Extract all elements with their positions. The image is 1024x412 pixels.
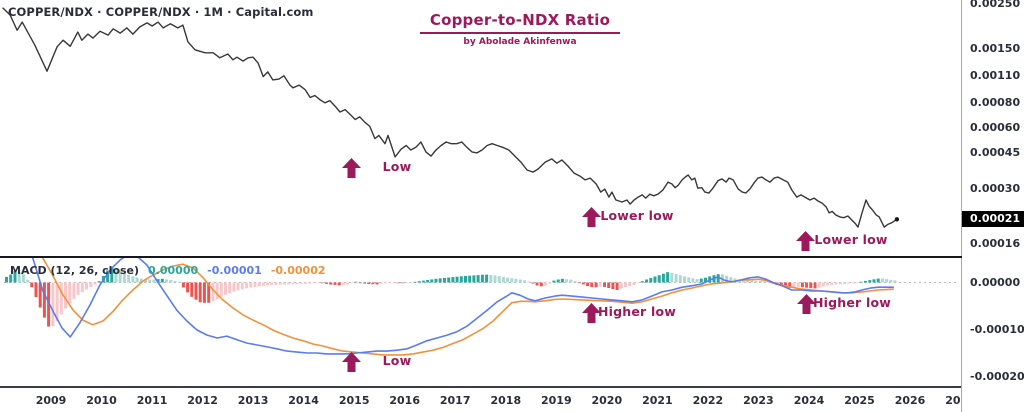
page-title: Copper-to-NDX Ratio bbox=[429, 11, 611, 29]
macd-legend-name[interactable]: MACD (12, 26, close) bbox=[10, 264, 140, 277]
macd-line-value: -0.00001 bbox=[207, 264, 262, 277]
time-axis-year: 2020 bbox=[591, 394, 623, 407]
time-axis-year: 2018 bbox=[490, 394, 522, 407]
annotation-label: Lower low bbox=[814, 232, 888, 247]
up-arrow-icon bbox=[797, 294, 816, 314]
symbol-legend[interactable]: COPPER/NDX · COPPER/NDX · 1M · Capital.c… bbox=[8, 5, 314, 19]
time-axis-year: 2014 bbox=[288, 394, 319, 407]
pane-divider[interactable] bbox=[0, 256, 962, 258]
time-axis-year: 2024 bbox=[793, 394, 825, 407]
price-axis-tick: 0.00045 bbox=[970, 146, 1021, 160]
time-axis-year: 2017 bbox=[439, 394, 471, 407]
price-axis-tick: 0.00060 bbox=[970, 121, 1021, 135]
time-axis-year: 2016 bbox=[389, 394, 420, 407]
annotation-label: Low bbox=[382, 353, 412, 368]
macd-pane-chart[interactable] bbox=[0, 258, 961, 385]
time-axis-year: 2011 bbox=[136, 394, 168, 407]
time-axis-year: 2009 bbox=[35, 394, 67, 407]
price-axis-tick: 0.00110 bbox=[970, 68, 1021, 82]
time-axis-year: 2022 bbox=[692, 394, 724, 407]
annotation-label: Low bbox=[382, 159, 412, 174]
up-arrow-icon bbox=[796, 231, 815, 251]
up-arrow-icon bbox=[342, 352, 361, 372]
macd-axis-tick: 0.00000 bbox=[970, 276, 1021, 289]
time-axis[interactable]: 2009 2010 2011 2012 2013 2014 2015 2016 2017 2018… bbox=[0, 386, 963, 412]
time-axis-year: 2019 bbox=[540, 394, 572, 407]
title-byline: by Abolade Akinfenwa bbox=[463, 37, 577, 47]
price-axis-tick: 0.00080 bbox=[970, 96, 1021, 110]
annotation-label: Higher low bbox=[597, 304, 676, 319]
time-axis-year: 2013 bbox=[237, 394, 269, 407]
up-arrow-icon bbox=[342, 158, 361, 178]
price-axis-tick: 0.00030 bbox=[970, 181, 1021, 195]
time-axis-year: 2015 bbox=[338, 394, 370, 407]
time-axis-year: 2023 bbox=[743, 394, 774, 407]
time-axis-year: 2021 bbox=[642, 394, 673, 407]
macd-legend: MACD (12, 26, close) 0.00000 -0.00001 -0.00… bbox=[10, 264, 335, 277]
annotation-low[interactable]: Low bbox=[342, 352, 452, 372]
current-price-tag: 0.00021 bbox=[962, 211, 1024, 228]
macd-signal-value: -0.00002 bbox=[270, 264, 326, 277]
annotation-label: Higher low bbox=[812, 295, 891, 310]
annotation-lower-low[interactable]: Lower low bbox=[582, 207, 692, 227]
price-axis-tick: 0.00016 bbox=[970, 236, 1021, 250]
axis-corner bbox=[961, 386, 1024, 412]
annotation-higher-low[interactable]: Higher low bbox=[582, 303, 692, 323]
price-axis[interactable]: 0.00250 0.00150 0.00110 0.00080 0.00060 0.000… bbox=[961, 0, 1024, 386]
macd-hist-value: 0.00000 bbox=[148, 264, 199, 277]
macd-axis-tick: -0.00010 bbox=[970, 323, 1024, 336]
time-axis-year: 2026 bbox=[894, 394, 926, 407]
chart-title-block: Copper-to-NDX Ratio by Abolade Akinfenwa bbox=[420, 11, 620, 47]
price-axis-tick: 0.00250 bbox=[970, 0, 1021, 10]
up-arrow-icon bbox=[582, 303, 601, 323]
annotation-higher-low[interactable]: Higher low bbox=[797, 294, 907, 314]
annotation-low[interactable]: Low bbox=[342, 158, 452, 178]
price-axis-tick: 0.00150 bbox=[970, 41, 1021, 55]
annotation-label: Lower low bbox=[600, 208, 674, 223]
annotation-lower-low[interactable]: Lower low bbox=[796, 231, 906, 251]
time-axis-year: 2010 bbox=[86, 394, 117, 407]
up-arrow-icon bbox=[582, 207, 601, 227]
macd-axis-tick: -0.00020 bbox=[970, 370, 1024, 383]
price-pane-chart[interactable] bbox=[0, 0, 961, 256]
time-axis-year: 2027 bbox=[945, 394, 963, 407]
time-axis-year: 2012 bbox=[187, 394, 218, 407]
title-underline bbox=[420, 32, 620, 34]
time-axis-year: 2025 bbox=[844, 394, 875, 407]
